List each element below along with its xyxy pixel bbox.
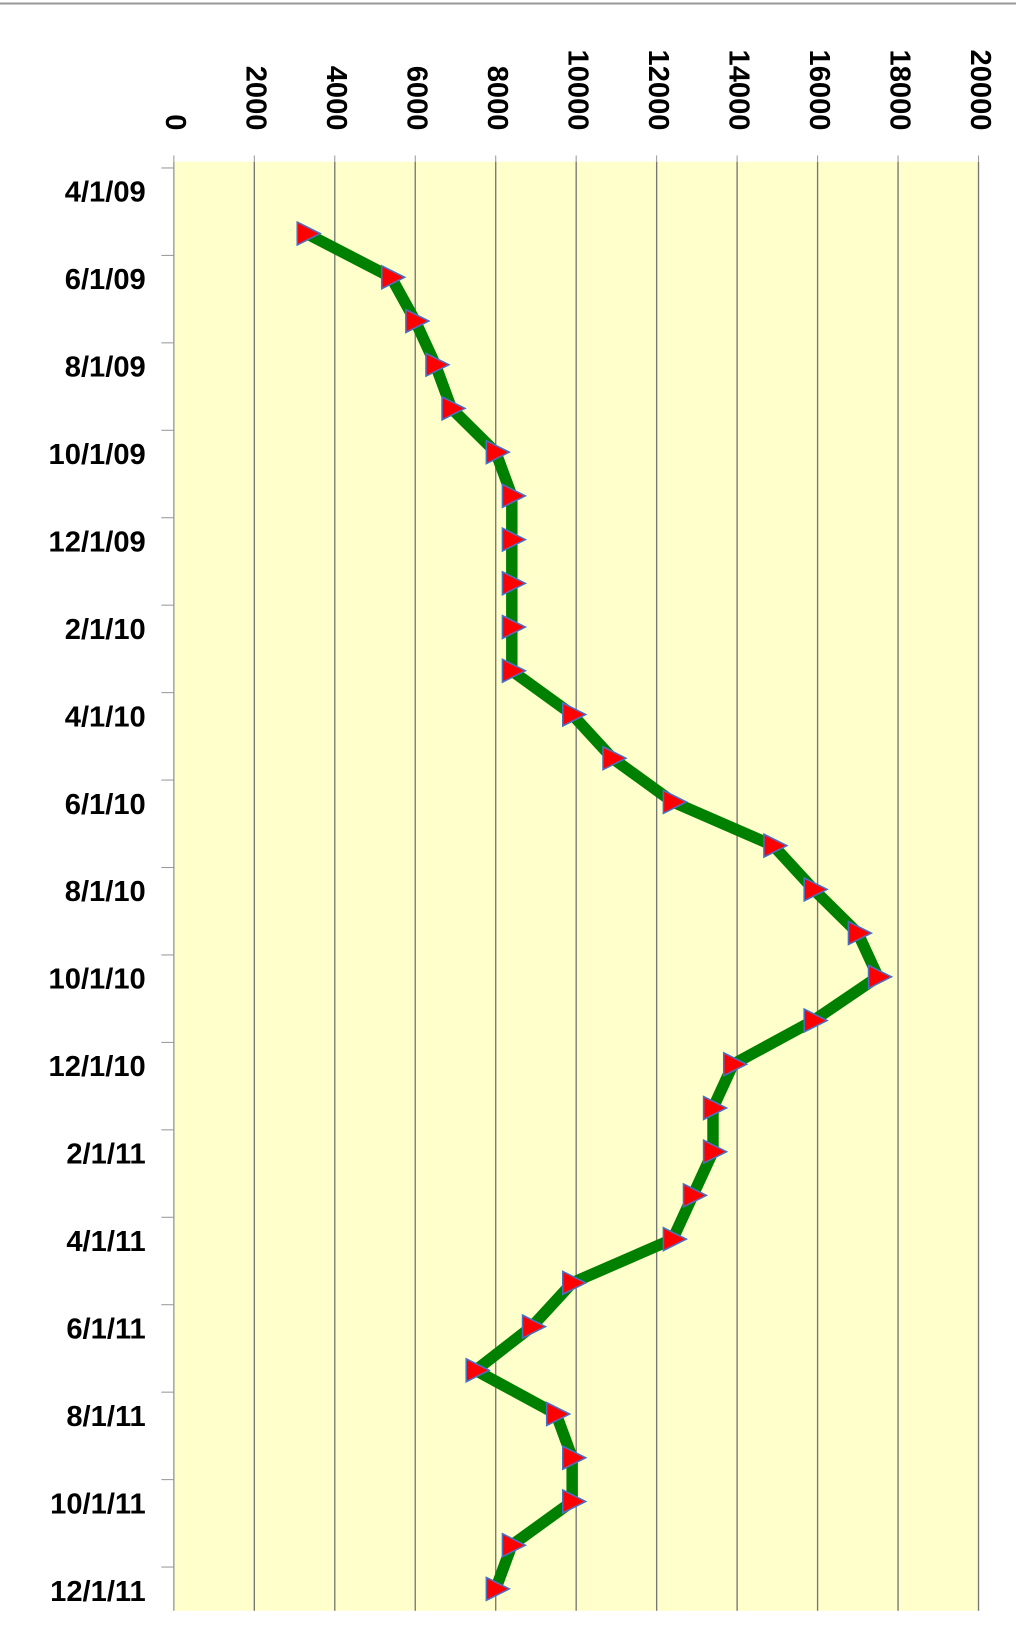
date-tick-label: 10/1/10 <box>49 964 146 996</box>
marker <box>521 1313 548 1340</box>
marker <box>501 1532 528 1558</box>
marker <box>465 1357 491 1384</box>
date-tick-label: 8/1/11 <box>66 1401 145 1433</box>
marker <box>867 964 894 990</box>
date-tick-label: 12/1/09 <box>49 526 146 558</box>
marker <box>847 920 874 946</box>
value-tick-label: 0 <box>159 114 191 130</box>
date-tick-label: 2/1/10 <box>65 614 146 646</box>
value-tick-label: 8000 <box>481 66 513 131</box>
date-tick-label: 4/1/09 <box>65 177 146 209</box>
marker <box>763 832 789 859</box>
date-tick-label: 8/1/10 <box>65 876 146 908</box>
marker <box>380 264 407 290</box>
marker <box>562 1445 588 1471</box>
marker <box>501 483 528 509</box>
marker <box>682 1182 709 1209</box>
marker <box>545 1401 572 1427</box>
line <box>303 228 884 1591</box>
marker <box>562 1488 588 1515</box>
date-tick-label: 4/1/10 <box>65 701 146 733</box>
marker <box>702 1138 729 1165</box>
value-tick-label: 4000 <box>320 66 352 131</box>
date-tick-label: 12/1/11 <box>50 1576 146 1608</box>
value-tick-label: 6000 <box>401 66 433 131</box>
marker <box>441 395 467 422</box>
value-tick-label: 14000 <box>722 49 754 130</box>
date-tick-label: 6/1/11 <box>66 1313 145 1345</box>
value-tick-label: 18000 <box>883 49 915 130</box>
marker <box>501 526 528 553</box>
value-tick-label: 10000 <box>561 49 593 130</box>
date-tick-label: 6/1/10 <box>65 789 146 821</box>
marker <box>501 658 528 684</box>
marker <box>722 1051 749 1077</box>
marker <box>501 570 528 597</box>
date-tick-label: 2/1/11 <box>66 1139 145 1171</box>
marker <box>602 745 628 771</box>
marker <box>662 789 689 815</box>
marker <box>405 308 431 334</box>
marker <box>662 1226 689 1252</box>
marker <box>803 876 829 903</box>
marker <box>562 701 588 728</box>
marker <box>702 1095 729 1121</box>
marker <box>425 351 451 378</box>
marker <box>485 1576 511 1602</box>
marker <box>296 220 322 247</box>
marker <box>803 1007 829 1034</box>
marker <box>501 614 528 640</box>
date-tick-label: 10/1/09 <box>49 439 146 471</box>
value-tick-label: 12000 <box>642 49 674 130</box>
value-tick-label: 2000 <box>240 66 272 131</box>
date-tick-label: 6/1/09 <box>65 264 146 296</box>
date-tick-label: 8/1/09 <box>65 352 146 384</box>
date-tick-label: 12/1/10 <box>49 1051 146 1083</box>
marker <box>562 1270 588 1296</box>
value-tick-label: 16000 <box>803 49 835 130</box>
date-tick-label: 10/1/11 <box>50 1488 146 1520</box>
marker <box>485 439 511 465</box>
value-tick-label: 20000 <box>964 49 996 130</box>
date-tick-label: 4/1/11 <box>66 1226 145 1258</box>
